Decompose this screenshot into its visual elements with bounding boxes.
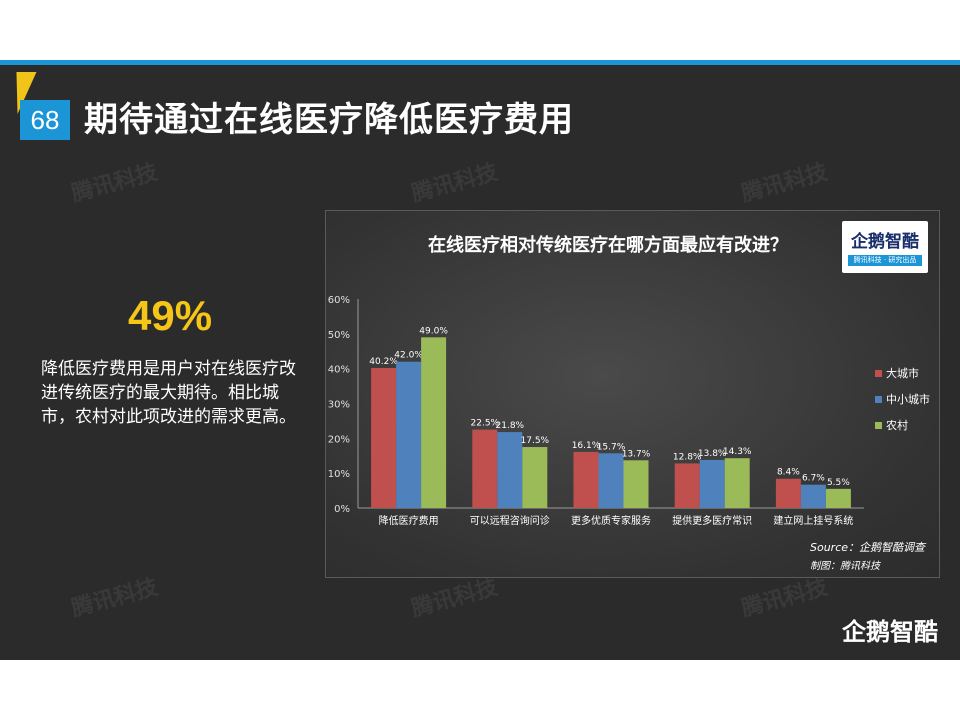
x-tick-label: 可以远程咨询问诊 (470, 514, 550, 527)
y-tick-label: 30% (328, 400, 350, 411)
logo-subtitle: 腾讯科技 · 研究出品 (848, 255, 922, 266)
legend-label: 中小城市 (886, 392, 930, 406)
bar (573, 451, 599, 508)
logo-name: 企鹅智酷 (851, 232, 919, 252)
data-label: 17.5% (521, 436, 550, 446)
bar (825, 488, 851, 508)
y-tick-label: 20% (328, 434, 350, 445)
bar (396, 361, 422, 508)
legend-swatch (875, 370, 882, 377)
data-label: 15.7% (597, 442, 626, 452)
y-tick-label: 10% (328, 469, 350, 480)
bar (623, 460, 649, 508)
data-label: 8.4% (777, 468, 800, 478)
bar (472, 429, 498, 508)
legend-label: 农村 (886, 418, 908, 432)
data-label: 16.1% (572, 441, 601, 451)
x-tick-label: 提供更多医疗常识 (672, 514, 752, 527)
bar (674, 463, 700, 508)
legend-label: 大城市 (886, 366, 919, 380)
chart-panel: 在线医疗相对传统医疗在哪方面最应有改进？ 0% 10% 20% 30% 40% 50% 60%… (325, 210, 940, 578)
page-number: 68 (20, 100, 70, 140)
logo-badge: 企鹅智酷 腾讯科技 · 研究出品 (842, 221, 928, 273)
chart-title: 在线医疗相对传统医疗在哪方面最应有改进？ (428, 234, 788, 256)
data-label: 5.5% (827, 478, 850, 488)
top-accent-line (0, 60, 960, 65)
bar-chart: 在线医疗相对传统医疗在哪方面最应有改进？ 0% 10% 20% 30% 40% 50% 60%… (328, 234, 930, 572)
data-label: 6.7% (802, 474, 825, 484)
bar (800, 484, 826, 508)
data-label: 13.8% (698, 449, 727, 459)
data-label: 49.0% (419, 326, 448, 336)
bar (522, 447, 548, 508)
data-label: 22.5% (471, 419, 500, 429)
data-label: 13.7% (622, 449, 651, 459)
chart-credit: 制图：腾讯科技 (810, 560, 882, 572)
page-title: 期待通过在线医疗降低医疗费用 (84, 100, 574, 140)
data-label: 14.3% (723, 447, 752, 457)
bar (598, 453, 624, 508)
y-tick-label: 60% (328, 295, 350, 306)
bar (775, 478, 801, 508)
x-tick-label: 降低医疗费用 (379, 514, 439, 527)
y-tick-label: 40% (328, 365, 350, 376)
data-label: 21.8% (496, 421, 525, 431)
y-tick-label: 0% (334, 504, 350, 515)
bar (497, 432, 523, 508)
bar (724, 458, 750, 508)
data-label: 12.8% (673, 452, 702, 462)
data-label: 40.2% (369, 357, 398, 367)
legend-swatch (875, 422, 882, 429)
data-label: 42.0% (394, 351, 423, 361)
brand-logo: 企鹅智酷 (842, 618, 938, 646)
x-tick-label: 更多优质专家服务 (571, 514, 651, 527)
x-tick-label: 建立网上挂号系统 (773, 514, 853, 527)
legend-swatch (875, 396, 882, 403)
chart-source: Source：企鹅智酷调查 (810, 541, 927, 554)
y-tick-label: 50% (328, 330, 350, 341)
highlight-percentage: 49% (128, 292, 213, 339)
bar (421, 337, 447, 508)
bar (371, 367, 397, 508)
highlight-description: 降低医疗费用是用户对在线医疗改进传统医疗的最大期待。相比城市，农村对此项改进的需… (41, 359, 296, 427)
bar (699, 459, 725, 508)
